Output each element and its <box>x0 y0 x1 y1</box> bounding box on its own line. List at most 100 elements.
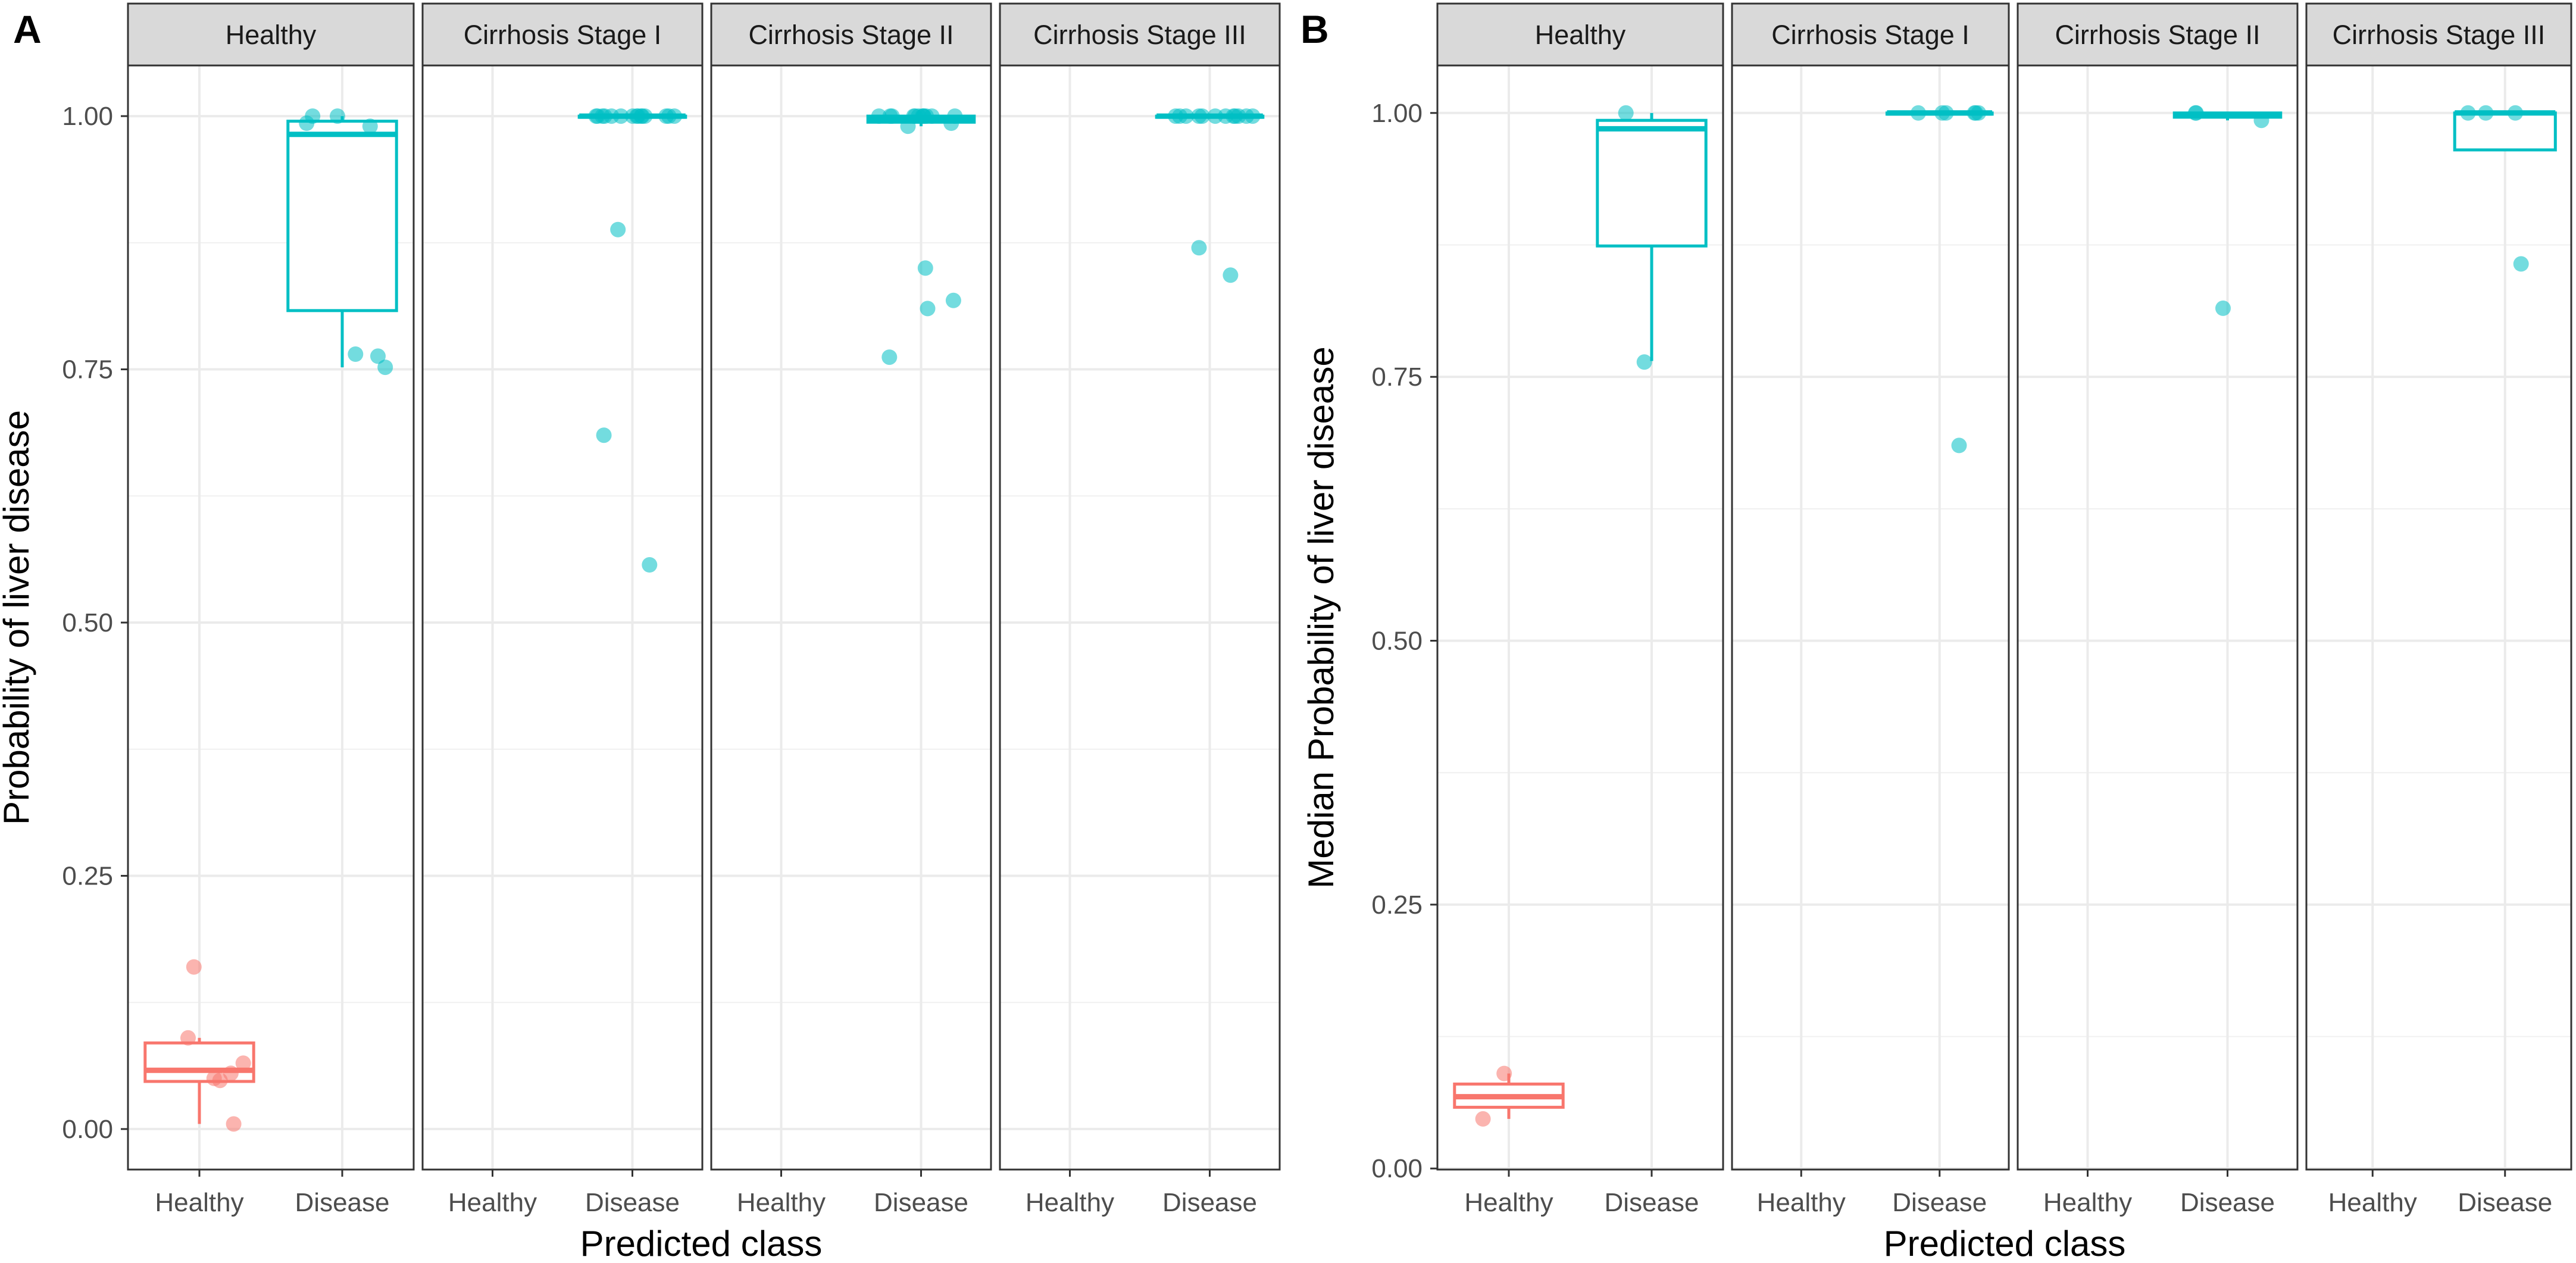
x-tick-label-a-1-1: Disease <box>585 1188 680 1217</box>
point-a-0-1-5 <box>348 346 364 362</box>
box-a-0-1 <box>286 120 398 312</box>
point-b-1-1-6 <box>1951 437 1967 454</box>
strip-label-a-1: Cirrhosis Stage I <box>464 20 662 50</box>
x-tick-label-b-3-0: Healthy <box>2328 1188 2417 1217</box>
panel-border-a-2 <box>710 64 992 1171</box>
strip-b-3 <box>2305 2 2572 67</box>
panel-bg-b-0 <box>1437 65 1723 1170</box>
x-tick-label-a-2-0: Healthy <box>737 1188 826 1217</box>
facet-b-0: Healthy Healthy Disease <box>1436 2 1724 1217</box>
strip-label-b-1: Cirrhosis Stage I <box>1771 20 1969 50</box>
x-tick-label-b-1-1: Disease <box>1892 1188 1987 1217</box>
point-a-3-1-12 <box>1191 240 1207 256</box>
point-b-3-1-3 <box>2513 256 2529 272</box>
point-b-3-1-2 <box>2478 105 2494 121</box>
panel-bg-a-3 <box>1000 65 1280 1170</box>
panel-border-b-3 <box>2305 64 2572 1171</box>
y-tick-label-a-2: 0.50 <box>62 608 113 637</box>
facet-a-1: Cirrhosis Stage I Healthy Disease <box>421 2 704 1217</box>
point-a-2-1-9 <box>911 108 927 124</box>
x-tick-label-b-0-1: Disease <box>1605 1188 1699 1217</box>
panel-bg-b-3 <box>2306 65 2571 1170</box>
x-tick-label-a-3-0: Healthy <box>1026 1188 1114 1217</box>
strip-a-2 <box>710 2 992 67</box>
strip-label-b-3: Cirrhosis Stage III <box>2333 20 2546 50</box>
x-tick-label-b-2-0: Healthy <box>2043 1188 2132 1217</box>
point-a-2-1-2 <box>871 108 887 124</box>
strip-label-a-0: Healthy <box>226 20 317 50</box>
facet-a-3: Cirrhosis Stage III Healthy Disease <box>999 2 1281 1217</box>
point-a-1-1-16 <box>596 427 612 443</box>
panel-tag-a: A <box>13 7 42 51</box>
panel-border-b-1 <box>1731 64 2010 1171</box>
point-a-1-1-14 <box>634 108 650 124</box>
point-a-0-0-0 <box>235 1055 251 1071</box>
y-tick-label-a-3: 0.75 <box>62 355 113 384</box>
point-a-1-1-12 <box>604 108 620 124</box>
y-axis-title-b: Median Probability of liver disease <box>1301 346 1341 888</box>
point-a-3-1-11 <box>1191 108 1207 124</box>
point-a-0-0-5 <box>186 959 202 975</box>
x-axis-title-a: Predicted class <box>580 1224 823 1263</box>
point-b-3-1-1 <box>2460 105 2476 121</box>
x-tick-label-a-0-0: Healthy <box>155 1188 243 1217</box>
panel-border-a-1 <box>421 64 704 1171</box>
strip-label-a-2: Cirrhosis Stage II <box>748 20 954 50</box>
panel-border-a-3 <box>999 64 1281 1171</box>
panel-bg-b-2 <box>2018 65 2297 1170</box>
x-tick-label-b-1-0: Healthy <box>1757 1188 1846 1217</box>
strip-label-b-0: Healthy <box>1535 20 1626 50</box>
point-a-0-0-6 <box>226 1116 242 1132</box>
x-tick-label-a-1-0: Healthy <box>448 1188 537 1217</box>
x-tick-label-a-0-1: Disease <box>295 1188 390 1217</box>
facet-a-0: Healthy Healthy Disease <box>127 2 415 1217</box>
panel-bg-a-2 <box>711 65 991 1170</box>
strip-label-b-2: Cirrhosis Stage II <box>2055 20 2260 50</box>
x-tick-label-b-3-1: Disease <box>2458 1188 2552 1217</box>
x-axis-title-b: Predicted class <box>1884 1224 2126 1263</box>
strip-a-1 <box>421 2 704 67</box>
point-b-3-1-0 <box>2508 105 2524 121</box>
y-tick-label-a-4: 1.00 <box>62 102 113 131</box>
point-a-0-0-4 <box>212 1073 228 1089</box>
point-b-0-0-0 <box>1475 1111 1491 1127</box>
y-tick-label-b-4: 1.00 <box>1371 99 1423 128</box>
x-tick-label-a-2-1: Disease <box>874 1188 968 1217</box>
point-a-2-1-14 <box>917 260 933 276</box>
chart-b: B Median Probability of liver disease 0.00… <box>1300 2 2572 1263</box>
box-b-0-1 <box>1596 118 1708 248</box>
point-a-0-1-6 <box>370 348 386 364</box>
point-a-3-1-10 <box>1230 108 1246 124</box>
panel-border-b-0 <box>1436 64 1724 1171</box>
point-a-2-1-16 <box>881 349 898 365</box>
point-a-0-1-3 <box>362 118 378 135</box>
point-b-2-1-1 <box>2187 105 2203 121</box>
facet-b-2: Cirrhosis Stage II Healthy Disease <box>2017 2 2299 1217</box>
point-b-2-1-3 <box>2215 300 2231 316</box>
panel-border-b-2 <box>2017 64 2299 1171</box>
y-tick-label-b-0: 0.00 <box>1371 1154 1423 1183</box>
point-b-0-1-1 <box>1636 354 1652 370</box>
point-b-0-1-0 <box>1618 105 1634 121</box>
panel-tag-b: B <box>1300 7 1329 51</box>
point-b-2-1-2 <box>2253 112 2269 129</box>
strip-b-2 <box>2017 2 2299 67</box>
point-a-2-1-11 <box>924 108 940 124</box>
point-a-0-0-2 <box>180 1030 196 1046</box>
point-a-0-1-0 <box>377 359 393 376</box>
point-a-1-1-9 <box>658 108 674 124</box>
point-b-1-1-5 <box>1971 105 1987 121</box>
panel-border-a-0 <box>127 64 415 1171</box>
point-a-2-1-10 <box>882 108 898 124</box>
point-b-1-1-0 <box>1911 105 1926 121</box>
y-tick-label-a-0: 0.00 <box>62 1115 113 1144</box>
facet-b-1: Cirrhosis Stage I Healthy Disease <box>1731 2 2010 1217</box>
point-a-2-1-17 <box>920 301 936 317</box>
chart-a: A Probability of liver disease 0.00 0.25 0.5… <box>0 2 1281 1263</box>
panel-bg-b-1 <box>1732 65 2009 1170</box>
x-tick-label-a-3-1: Disease <box>1162 1188 1257 1217</box>
point-a-0-1-1 <box>330 108 345 124</box>
y-tick-label-b-3: 0.75 <box>1371 362 1423 392</box>
point-b-1-1-3 <box>1938 105 1954 121</box>
